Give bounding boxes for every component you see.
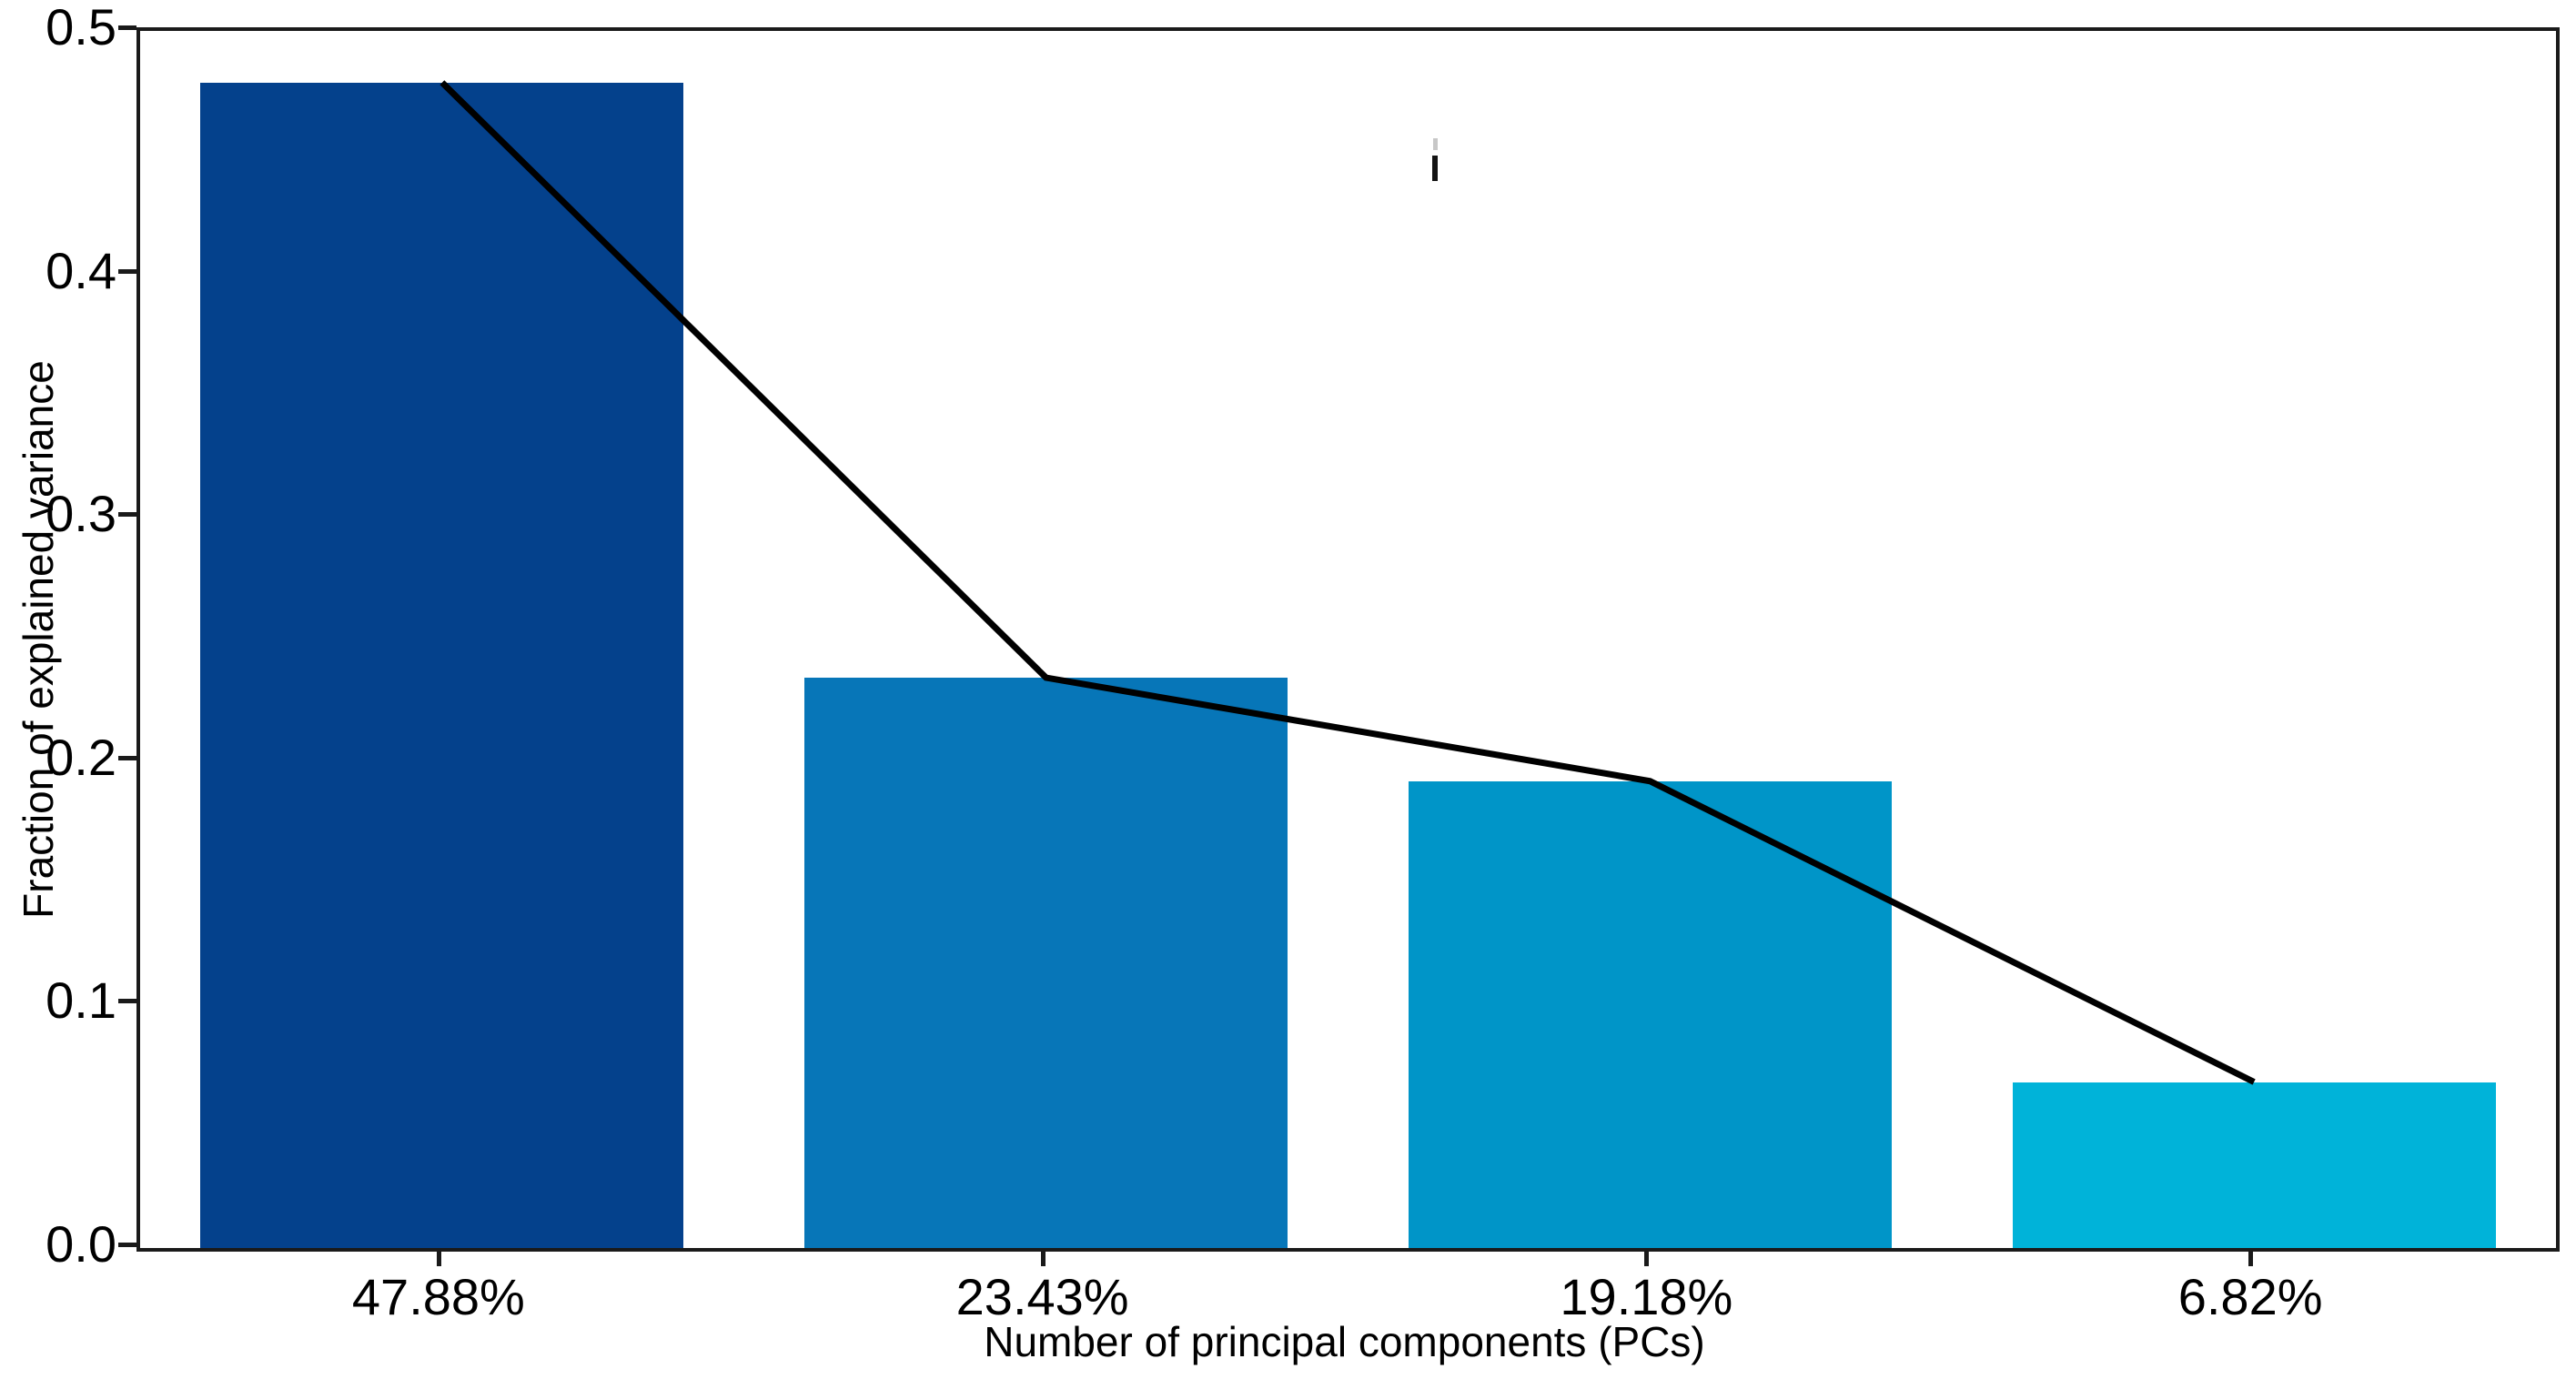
y-tick-mark-0.3 [118, 512, 136, 518]
x-tick-label-1: 47.88% [351, 1268, 525, 1325]
y-tick-label-0.3: 0.3 [45, 485, 116, 543]
y-tick-label-0.0: 0.0 [45, 1215, 116, 1273]
stray-ink-dot [1433, 138, 1438, 150]
x-tick-label-4: 6.82% [2177, 1268, 2323, 1325]
y-axis-title: Fraction of explained variance [15, 360, 62, 919]
stray-ink-mark [1430, 136, 1441, 184]
variance-line [439, 80, 2256, 1085]
stray-ink-dash [1432, 156, 1438, 181]
y-tick-mark-0.5 [118, 25, 136, 30]
plot-area [136, 27, 2560, 1252]
y-tick-mark-0.4 [118, 268, 136, 274]
y-tick-mark-0.0 [118, 1243, 136, 1247]
x-tick-mark-2 [1040, 1248, 1046, 1266]
bar-pc-1 [200, 82, 684, 1248]
x-tick-mark-3 [1644, 1248, 1650, 1266]
bar-pc-2 [804, 678, 1288, 1248]
x-tick-label-3: 19.18% [1560, 1268, 1733, 1325]
variance-line-path [439, 80, 2256, 1085]
y-tick-mark-0.1 [118, 999, 136, 1004]
y-tick-mark-0.2 [118, 755, 136, 760]
y-tick-label-0.5: 0.5 [45, 0, 116, 55]
y-tick-label-0.1: 0.1 [45, 971, 116, 1030]
y-tick-label-0.4: 0.4 [45, 241, 116, 299]
x-tick-mark-1 [436, 1248, 441, 1266]
y-tick-label-0.2: 0.2 [45, 728, 116, 786]
x-axis-title: Number of principal components (PCs) [984, 1318, 1705, 1365]
bar-pc-4 [2012, 1082, 2496, 1248]
x-tick-mark-4 [2248, 1248, 2254, 1266]
x-tick-label-2: 23.43% [955, 1268, 1129, 1325]
